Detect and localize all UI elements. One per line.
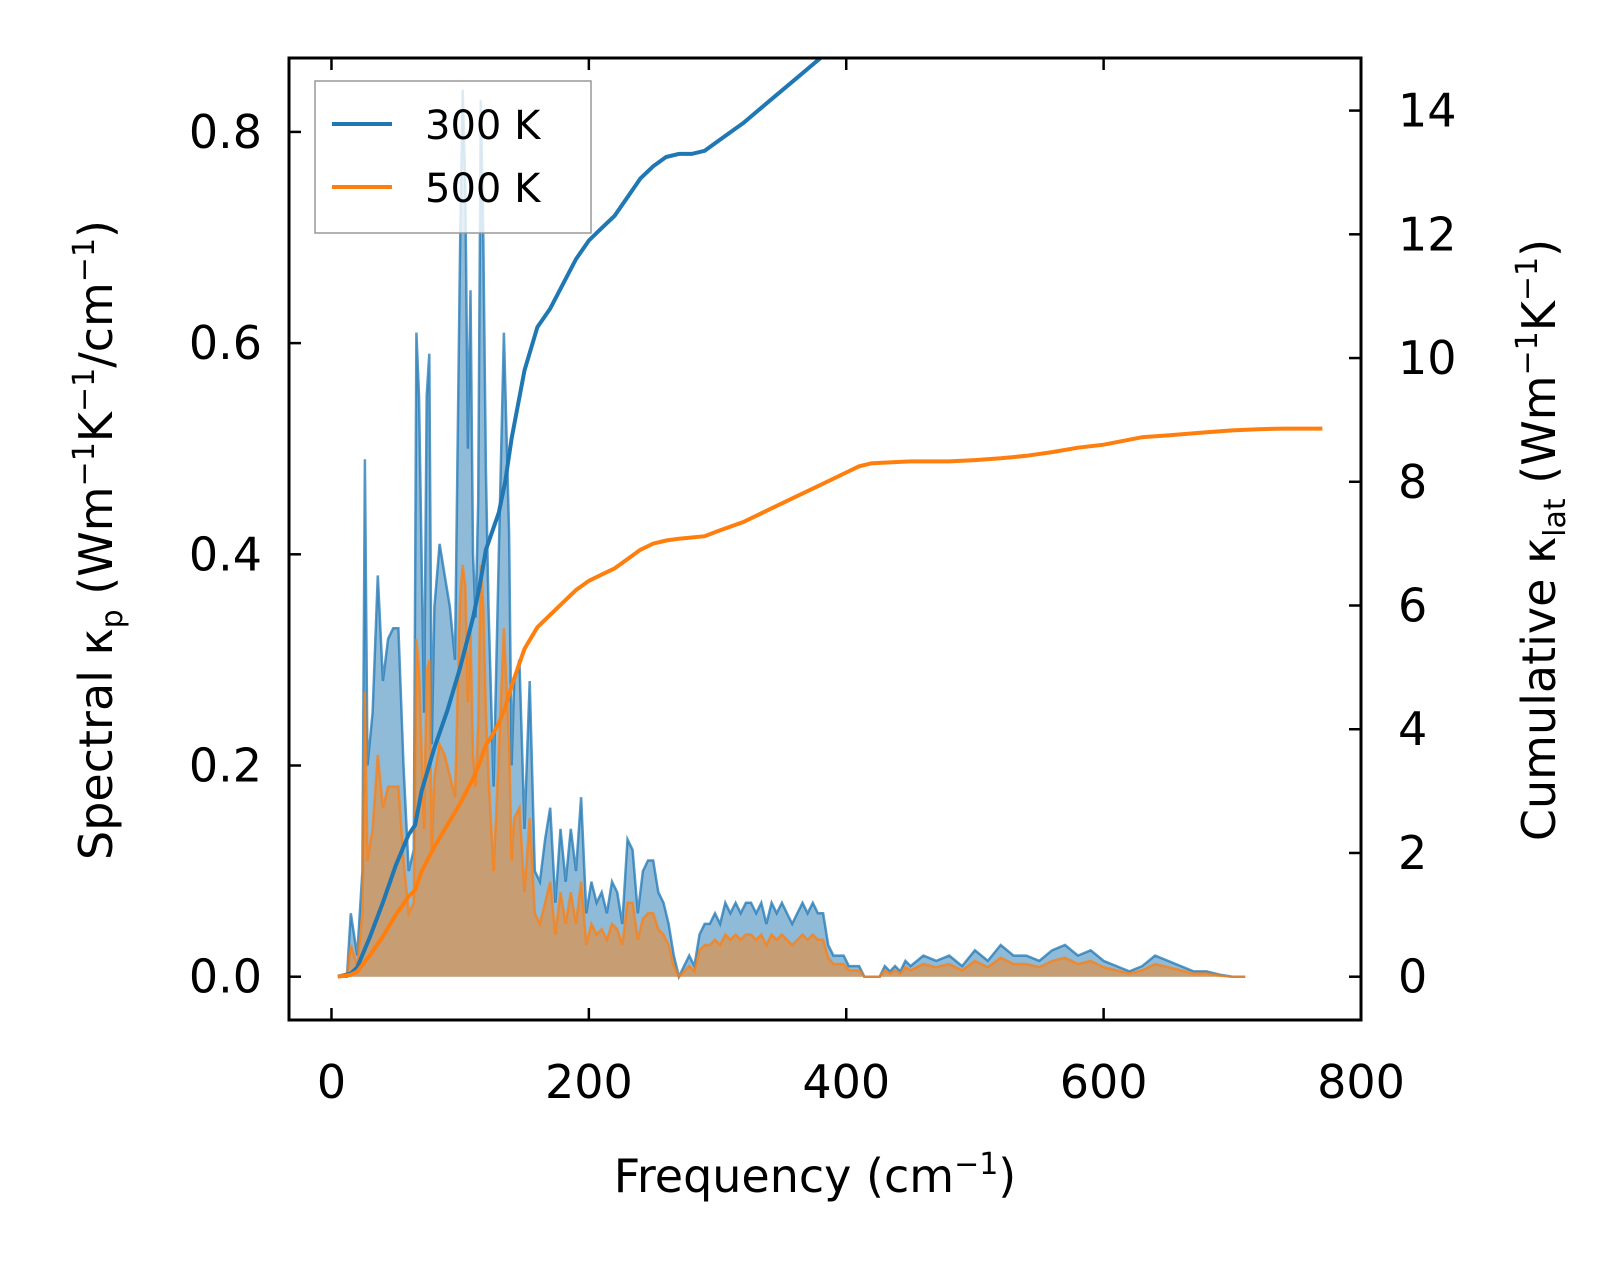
cumulative-line-500K: [337, 426, 1323, 979]
y-tick-label-left: 0.0: [189, 950, 262, 1004]
y-tick-label-right: 8: [1398, 455, 1427, 509]
legend-label-300K: 300 K: [425, 103, 542, 149]
x-tick-label: 200: [545, 1055, 633, 1109]
y-tick-label-left: 0.2: [189, 739, 262, 793]
x-axis-label: Frequency (cm−1): [614, 1147, 1017, 1203]
y-tick-label-right: 14: [1398, 84, 1457, 138]
spectral-area-500K: [337, 564, 1246, 977]
y-tick-label-left: 0.4: [189, 527, 262, 581]
y-axis-left-label: Spectral κp (Wm−1K−1/cm−1): [67, 220, 130, 860]
y-tick-label-right: 0: [1398, 950, 1427, 1004]
y-tick-label-right: 2: [1398, 826, 1427, 880]
y-tick-label-left: 0.6: [189, 316, 262, 370]
x-tick-label: 800: [1317, 1055, 1405, 1109]
ticks: 0 200 400 600 800 0.0 0.2 0.4 0.6 0.8 0 2 4 6 8 10 12 14: [189, 58, 1457, 1109]
spectral-line-300K: [337, 89, 1246, 981]
x-tick-label: 0: [317, 1055, 346, 1109]
y-tick-label-left: 0.8: [189, 105, 262, 159]
cumulative-line-300K: [337, 58, 824, 979]
y-tick-label-right: 12: [1398, 207, 1457, 261]
y-tick-label-right: 4: [1398, 702, 1427, 756]
legend-box: [314, 80, 592, 234]
legend-label-500K: 500 K: [425, 166, 542, 212]
x-tick-label: 600: [1060, 1055, 1148, 1109]
spectral-line-500K: [337, 564, 1246, 979]
x-tick-label: 400: [802, 1055, 890, 1109]
plot-area: [337, 58, 1323, 981]
axes-frame: [287, 56, 1363, 1022]
series-group: [337, 58, 1323, 981]
y-tick-label-right: 6: [1398, 579, 1427, 633]
legend: 300 K 500 K: [314, 80, 592, 234]
y-axis-right-label: Cumulative κlat (Wm−1K−1): [1510, 239, 1573, 841]
y-tick-label-right: 10: [1398, 331, 1457, 385]
